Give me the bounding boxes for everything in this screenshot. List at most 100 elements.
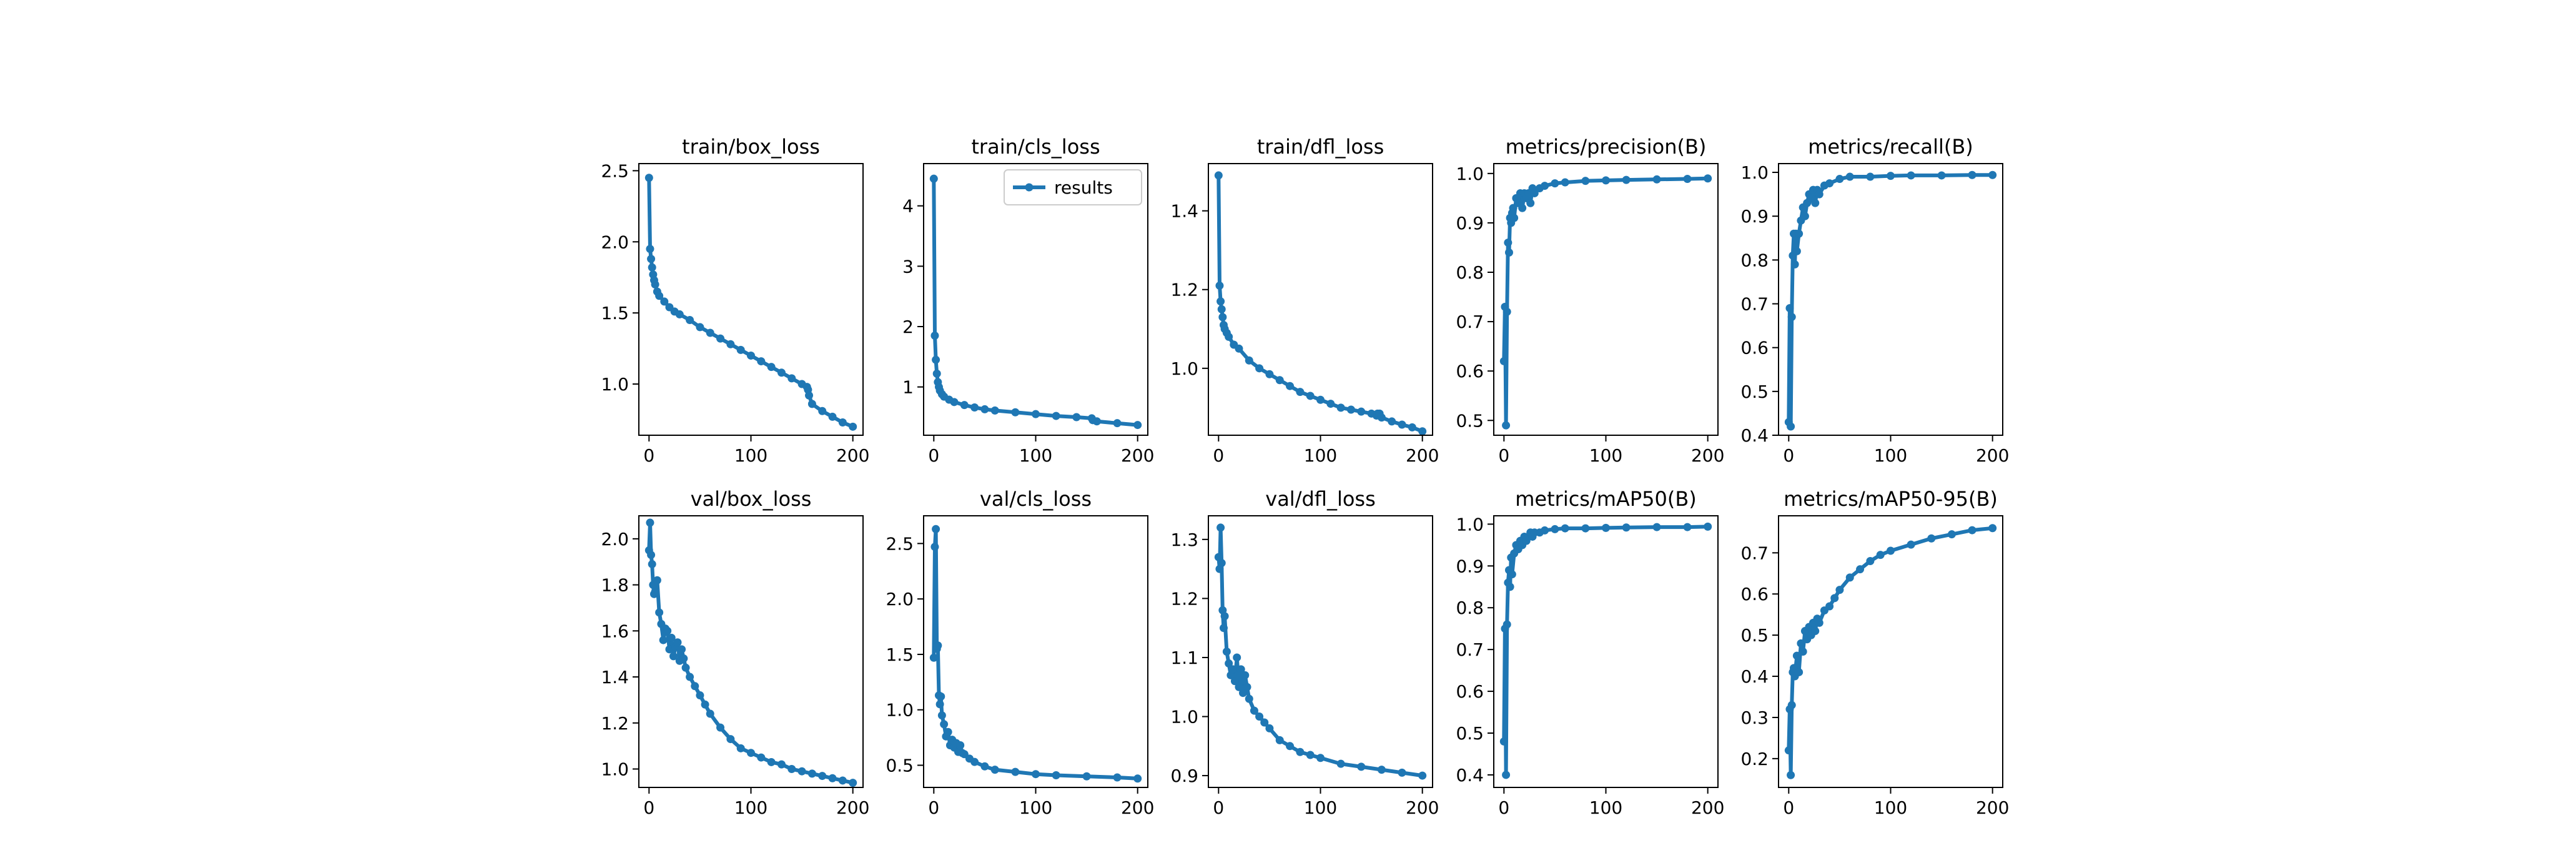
data-point bbox=[1216, 297, 1225, 306]
data-point bbox=[1357, 762, 1366, 771]
y-tick-label: 0.7 bbox=[1740, 294, 1769, 315]
data-point bbox=[1217, 559, 1226, 568]
data-point bbox=[644, 174, 653, 182]
data-point bbox=[1214, 171, 1223, 180]
data-point bbox=[1504, 239, 1513, 247]
axes-frame bbox=[923, 163, 1148, 436]
data-point bbox=[1683, 175, 1692, 184]
series-line bbox=[932, 177, 1140, 427]
data-point bbox=[1602, 523, 1610, 532]
y-tick-label: 1.0 bbox=[1740, 162, 1769, 183]
data-point bbox=[1988, 524, 1997, 533]
data-point bbox=[1815, 190, 1823, 199]
data-point bbox=[1052, 771, 1060, 779]
x-tick-label: 0 bbox=[643, 445, 654, 466]
data-point bbox=[1785, 304, 1794, 313]
data-point bbox=[805, 391, 814, 400]
data-point bbox=[818, 407, 827, 415]
data-point bbox=[1133, 421, 1142, 430]
x-tick-label: 0 bbox=[1498, 797, 1509, 818]
y-tick-label: 1.2 bbox=[601, 713, 629, 734]
data-point bbox=[1541, 182, 1549, 190]
data-point bbox=[1502, 421, 1511, 430]
x-tick-label: 100 bbox=[1874, 797, 1907, 818]
y-tick-label: 1.0 bbox=[1170, 707, 1198, 727]
legend: results bbox=[1004, 169, 1142, 205]
data-point bbox=[944, 727, 952, 736]
data-point bbox=[646, 245, 654, 254]
x-tick-label: 200 bbox=[1976, 797, 2009, 818]
y-tick-label: 1.2 bbox=[1170, 588, 1198, 609]
data-point bbox=[1622, 523, 1631, 532]
data-point bbox=[1296, 747, 1305, 756]
data-point bbox=[1286, 382, 1295, 390]
series-line bbox=[647, 175, 855, 429]
data-point bbox=[1907, 171, 1915, 180]
data-point bbox=[1219, 624, 1228, 633]
data-point bbox=[647, 255, 656, 264]
axes-frame bbox=[1208, 515, 1433, 788]
data-point bbox=[716, 723, 725, 732]
data-point bbox=[653, 576, 661, 584]
data-point bbox=[932, 369, 941, 378]
y-tick-label: 1.6 bbox=[601, 621, 629, 641]
data-point bbox=[956, 741, 965, 750]
data-point bbox=[990, 406, 999, 415]
y-tick-label: 4 bbox=[902, 196, 914, 217]
y-tick-label: 0.8 bbox=[1456, 598, 1484, 618]
subplot-9: metrics/mAP50(B) 0 100 200 0.4 0.5 0.6 0.7 0.8 0.… bbox=[1456, 487, 1724, 818]
data-point bbox=[1275, 376, 1284, 385]
data-point bbox=[686, 316, 694, 325]
y-tick-label: 0.9 bbox=[1456, 556, 1484, 576]
data-point bbox=[651, 280, 659, 289]
data-point bbox=[736, 744, 745, 752]
data-point bbox=[1233, 653, 1241, 662]
y-tick-label: 1.0 bbox=[1170, 358, 1198, 379]
x-tick-label: 100 bbox=[734, 797, 767, 818]
data-point bbox=[1388, 417, 1396, 426]
data-point bbox=[787, 765, 796, 774]
subplot-10: metrics/mAP50-95(B) 0 100 200 0.2 0.3 0.4 0.5 0.… bbox=[1740, 487, 2009, 818]
data-point bbox=[1230, 677, 1239, 686]
data-point bbox=[1506, 583, 1514, 591]
data-point bbox=[1704, 522, 1712, 531]
data-point bbox=[1787, 422, 1795, 431]
y-tick-label: 1.0 bbox=[1456, 514, 1484, 535]
x-tick-label: 0 bbox=[928, 797, 939, 818]
data-point bbox=[1011, 767, 1020, 776]
data-point bbox=[647, 551, 656, 560]
data-point bbox=[655, 292, 664, 300]
data-point bbox=[1316, 395, 1325, 404]
data-point bbox=[797, 767, 806, 776]
data-point bbox=[1092, 417, 1101, 426]
data-point bbox=[1835, 586, 1844, 594]
subplot-3: train/dfl_loss 0 100 200 1.0 1.2 1.4 bbox=[1170, 135, 1439, 466]
x-tick-label: 100 bbox=[734, 445, 767, 466]
data-point bbox=[1927, 534, 1936, 543]
data-point bbox=[1652, 175, 1661, 184]
subplot-4: metrics/precision(B) 0 100 200 0.5 0.6 0.7 0.8 0… bbox=[1456, 135, 1724, 466]
data-point bbox=[1503, 620, 1511, 629]
data-point bbox=[1845, 172, 1854, 181]
data-point bbox=[1052, 412, 1060, 420]
data-point bbox=[1622, 175, 1631, 184]
data-point bbox=[665, 645, 674, 654]
data-point bbox=[934, 641, 942, 650]
data-point bbox=[1988, 170, 1997, 179]
axes-frame bbox=[1208, 163, 1433, 436]
data-point bbox=[655, 608, 664, 617]
data-point bbox=[716, 334, 725, 343]
data-point bbox=[651, 588, 659, 596]
data-point bbox=[1238, 689, 1247, 698]
data-point bbox=[1530, 189, 1539, 197]
data-point bbox=[1216, 523, 1225, 532]
series-line bbox=[932, 527, 1140, 781]
data-point bbox=[1887, 546, 1895, 555]
data-point bbox=[1316, 754, 1325, 762]
data-point bbox=[1418, 771, 1427, 780]
data-point bbox=[1792, 247, 1801, 255]
y-tick-label: 1.0 bbox=[1456, 164, 1484, 184]
x-tick-label: 100 bbox=[1019, 797, 1052, 818]
y-tick-label: 1.4 bbox=[601, 667, 629, 688]
data-point bbox=[1652, 523, 1661, 531]
